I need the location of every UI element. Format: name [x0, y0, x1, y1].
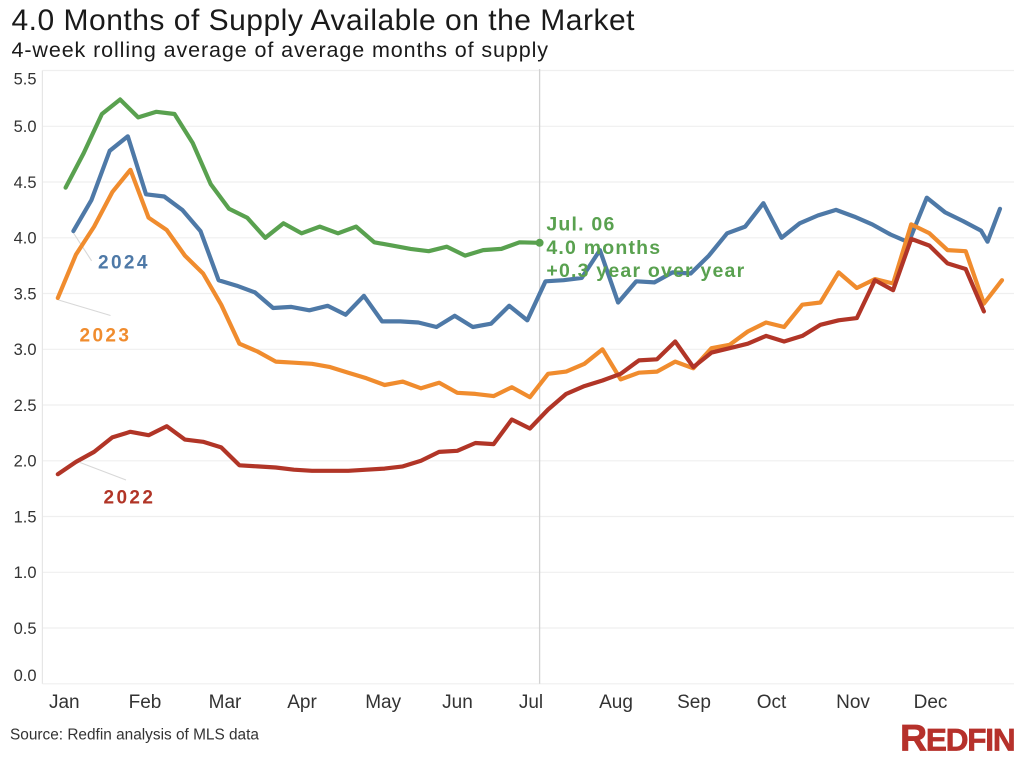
- svg-text:1.5: 1.5: [14, 508, 37, 526]
- svg-text:4.0 months: 4.0 months: [546, 237, 661, 259]
- svg-text:Feb: Feb: [129, 692, 162, 713]
- svg-text:2.0: 2.0: [14, 453, 37, 471]
- svg-text:5.5: 5.5: [14, 70, 37, 88]
- svg-text:Dec: Dec: [914, 692, 948, 713]
- svg-text:2024: 2024: [98, 253, 150, 274]
- svg-text:4.0: 4.0: [14, 230, 37, 248]
- svg-text:Aug: Aug: [599, 692, 633, 713]
- svg-text:Nov: Nov: [836, 692, 870, 713]
- svg-text:2.5: 2.5: [14, 397, 37, 415]
- svg-text:0.0: 0.0: [14, 667, 37, 685]
- svg-text:+0.3 year over year: +0.3 year over year: [546, 260, 745, 282]
- svg-text:4.0 Months of Supply Available: 4.0 Months of Supply Available on the Ma…: [12, 4, 636, 37]
- svg-text:2023: 2023: [80, 326, 132, 347]
- svg-text:Sep: Sep: [677, 692, 711, 713]
- svg-text:Jan: Jan: [49, 692, 80, 713]
- svg-text:Jul: Jul: [519, 692, 543, 713]
- svg-text:1.0: 1.0: [14, 564, 37, 582]
- svg-text:0.5: 0.5: [14, 620, 37, 638]
- svg-text:4.5: 4.5: [14, 174, 37, 192]
- svg-text:Jul. 06: Jul. 06: [546, 213, 615, 235]
- svg-text:Mar: Mar: [209, 692, 242, 713]
- svg-text:3.0: 3.0: [14, 341, 37, 359]
- svg-text:Source: Redfin analysis of MLS: Source: Redfin analysis of MLS data: [10, 727, 259, 744]
- svg-text:4-week rolling average of aver: 4-week rolling average of average months…: [12, 38, 549, 62]
- svg-text:REDFIN: REDFIN: [900, 717, 1014, 757]
- svg-text:5.0: 5.0: [14, 118, 37, 136]
- svg-text:Oct: Oct: [757, 692, 787, 713]
- svg-text:2022: 2022: [104, 488, 156, 509]
- svg-text:3.5: 3.5: [14, 285, 37, 303]
- svg-text:Jun: Jun: [442, 692, 473, 713]
- svg-text:May: May: [365, 692, 401, 713]
- svg-text:Apr: Apr: [287, 692, 317, 713]
